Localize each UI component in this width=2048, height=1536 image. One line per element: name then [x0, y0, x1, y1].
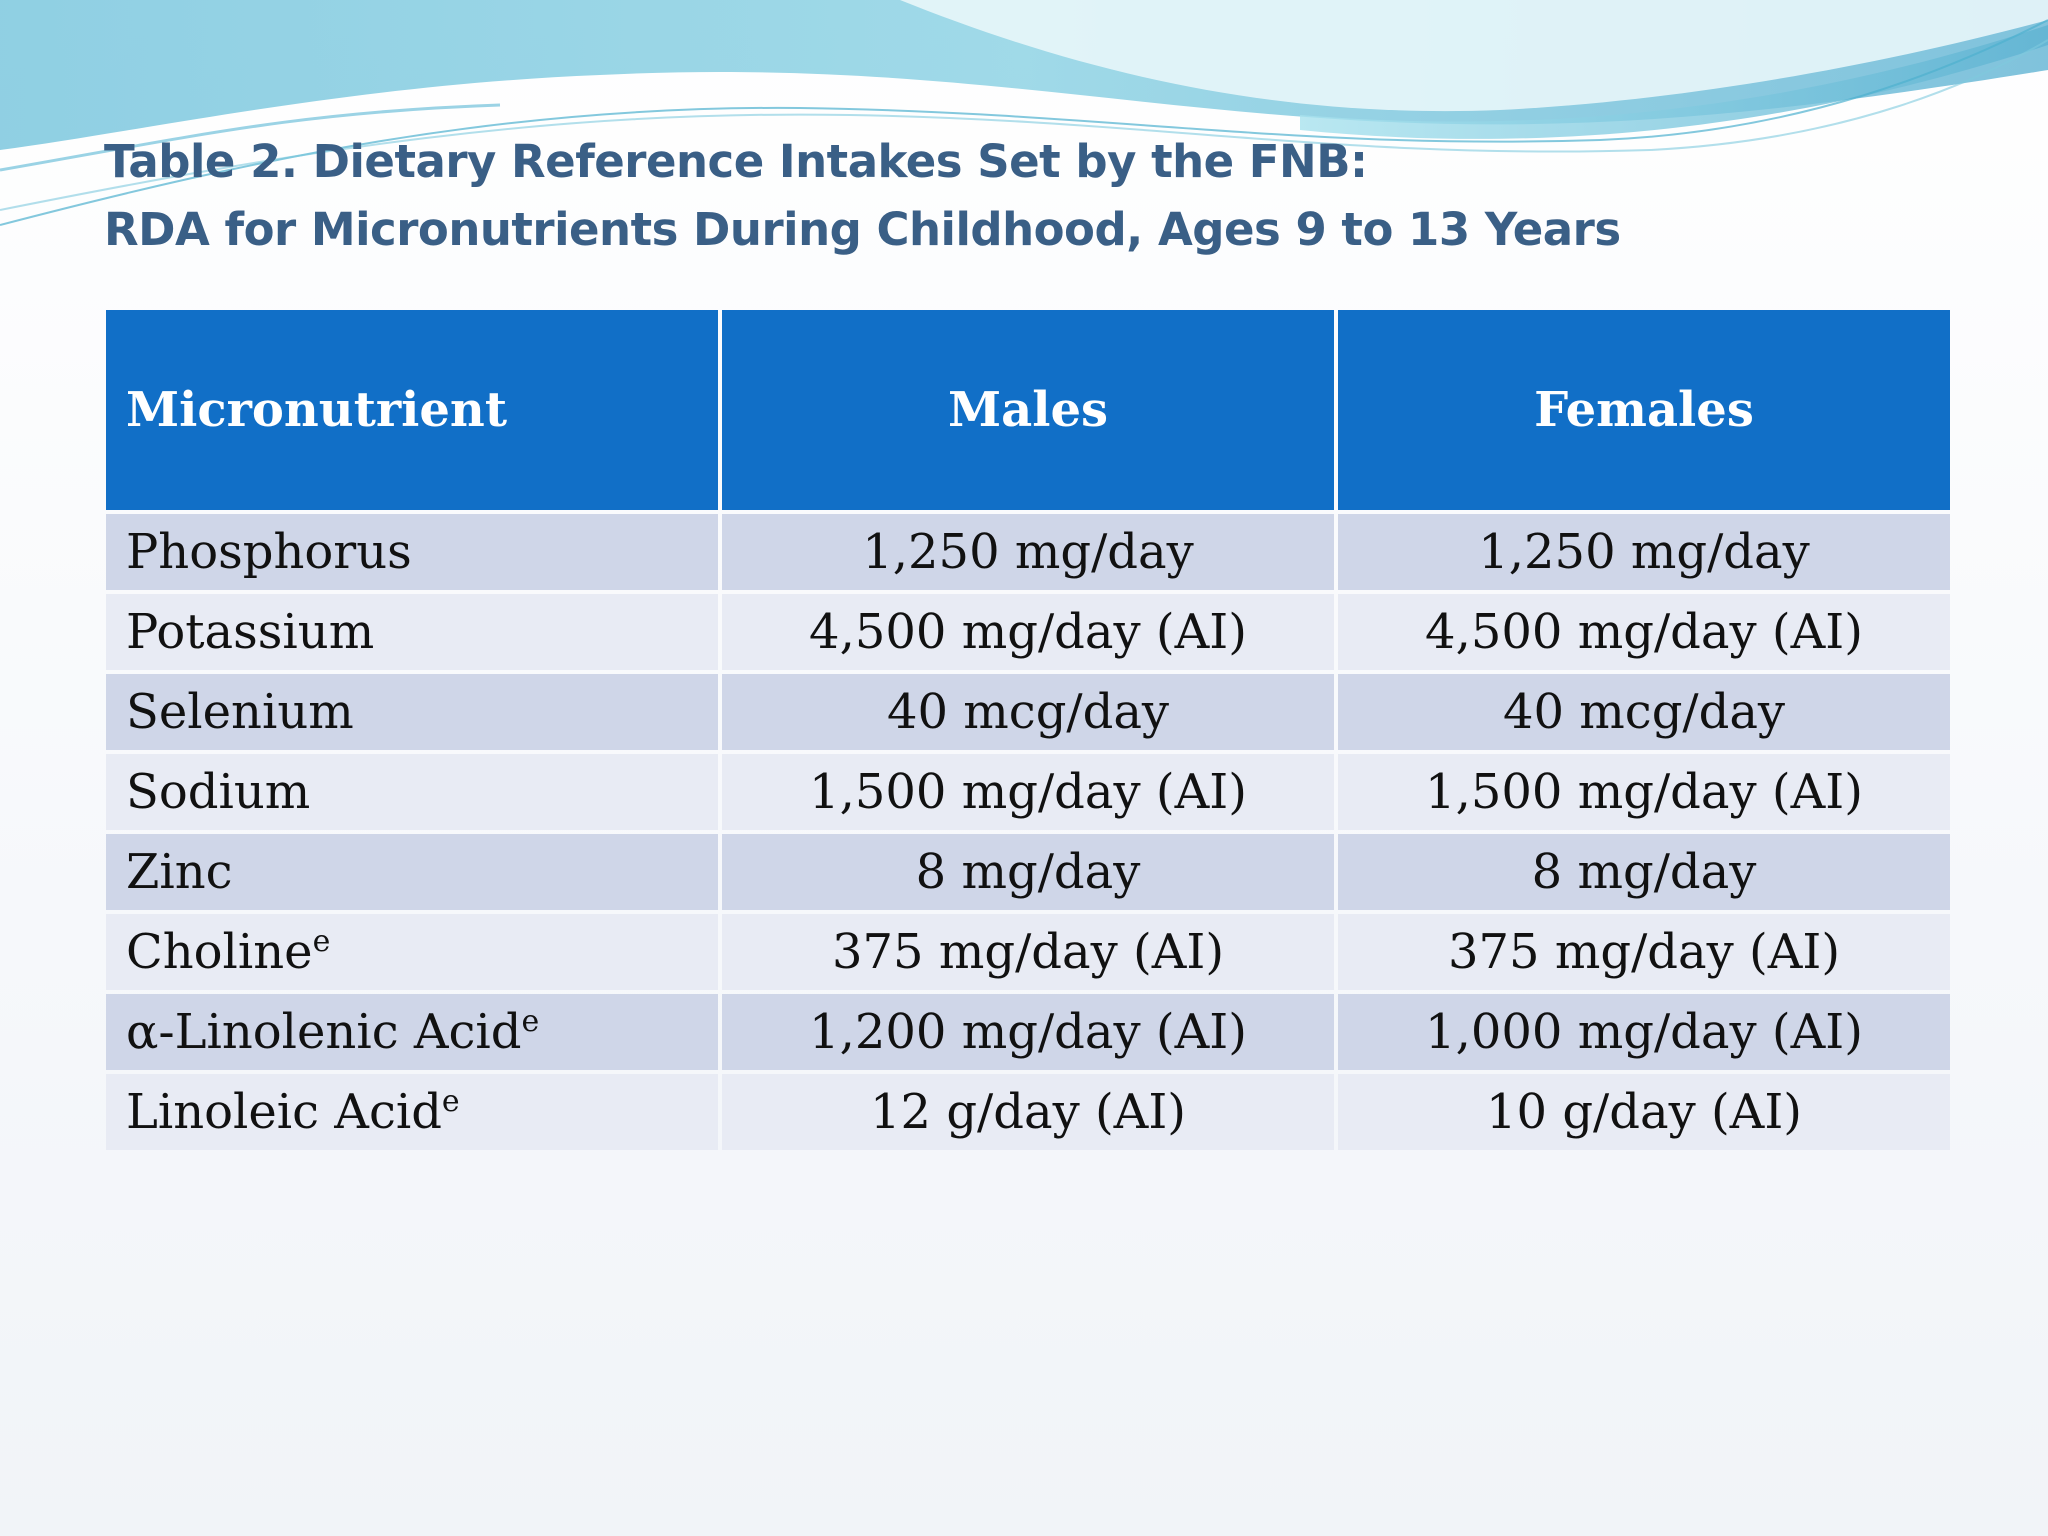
micronutrient-cell: Cholinee: [106, 914, 718, 990]
males-value-cell: 4,500 mg/day (AI): [722, 594, 1334, 670]
females-value-cell: 40 mcg/day: [1338, 674, 1950, 750]
table-body: Phosphorus 1,250 mg/day 1,250 mg/day Potass…: [106, 514, 1950, 1150]
micronutrient-table: Micronutrient Males Females Phosphorus 1,…: [102, 306, 1954, 1154]
micronutrient-cell: Zinc: [106, 834, 718, 910]
micronutrient-cell: Phosphorus: [106, 514, 718, 590]
males-value-cell: 1,250 mg/day: [722, 514, 1334, 590]
footnote-marker: e: [441, 1084, 460, 1119]
micronutrient-name: Zinc: [126, 844, 233, 900]
males-value-cell: 1,200 mg/day (AI): [722, 994, 1334, 1070]
slide-title: Table 2. Dietary Reference Intakes Set b…: [104, 128, 1944, 264]
males-value-cell: 12 g/day (AI): [722, 1074, 1334, 1150]
table-header-row: Micronutrient Males Females: [106, 310, 1950, 510]
females-value-cell: 8 mg/day: [1338, 834, 1950, 910]
micronutrient-cell: Sodium: [106, 754, 718, 830]
title-line-1: Table 2. Dietary Reference Intakes Set b…: [104, 135, 1368, 188]
header-females: Females: [1338, 310, 1950, 510]
micronutrient-name: Selenium: [126, 684, 354, 740]
table-row: Linoleic Acide 12 g/day (AI) 10 g/day (AI): [106, 1074, 1950, 1150]
table-row: α-Linolenic Acide 1,200 mg/day (AI) 1,000 …: [106, 994, 1950, 1070]
males-value-cell: 40 mcg/day: [722, 674, 1334, 750]
micronutrient-name: α-Linolenic Acid: [126, 1004, 522, 1060]
table-row: Phosphorus 1,250 mg/day 1,250 mg/day: [106, 514, 1950, 590]
micronutrient-name: Sodium: [126, 764, 311, 820]
table-row: Sodium 1,500 mg/day (AI) 1,500 mg/day (AI): [106, 754, 1950, 830]
females-value-cell: 1,250 mg/day: [1338, 514, 1950, 590]
footnote-marker: e: [521, 1004, 540, 1039]
micronutrient-cell: α-Linolenic Acide: [106, 994, 718, 1070]
females-value-cell: 4,500 mg/day (AI): [1338, 594, 1950, 670]
table-row: Selenium 40 mcg/day 40 mcg/day: [106, 674, 1950, 750]
micronutrient-name: Phosphorus: [126, 524, 412, 580]
females-value-cell: 1,500 mg/day (AI): [1338, 754, 1950, 830]
table-row: Potassium 4,500 mg/day (AI) 4,500 mg/day (…: [106, 594, 1950, 670]
males-value-cell: 375 mg/day (AI): [722, 914, 1334, 990]
females-value-cell: 375 mg/day (AI): [1338, 914, 1950, 990]
males-value-cell: 1,500 mg/day (AI): [722, 754, 1334, 830]
micronutrient-cell: Potassium: [106, 594, 718, 670]
micronutrient-name: Potassium: [126, 604, 375, 660]
females-value-cell: 1,000 mg/day (AI): [1338, 994, 1950, 1070]
micronutrient-name: Linoleic Acid: [126, 1084, 442, 1140]
table-row: Zinc 8 mg/day 8 mg/day: [106, 834, 1950, 910]
decorative-wave-banner: [0, 0, 2048, 226]
males-value-cell: 8 mg/day: [722, 834, 1334, 910]
table-row: Cholinee 375 mg/day (AI) 375 mg/day (AI): [106, 914, 1950, 990]
micronutrient-name: Choline: [126, 924, 313, 980]
females-value-cell: 10 g/day (AI): [1338, 1074, 1950, 1150]
footnote-marker: e: [312, 924, 331, 959]
title-line-2: RDA for Micronutrients During Childhood,…: [104, 203, 1621, 256]
header-micronutrient: Micronutrient: [106, 310, 718, 510]
header-males: Males: [722, 310, 1334, 510]
micronutrient-cell: Selenium: [106, 674, 718, 750]
micronutrient-cell: Linoleic Acide: [106, 1074, 718, 1150]
